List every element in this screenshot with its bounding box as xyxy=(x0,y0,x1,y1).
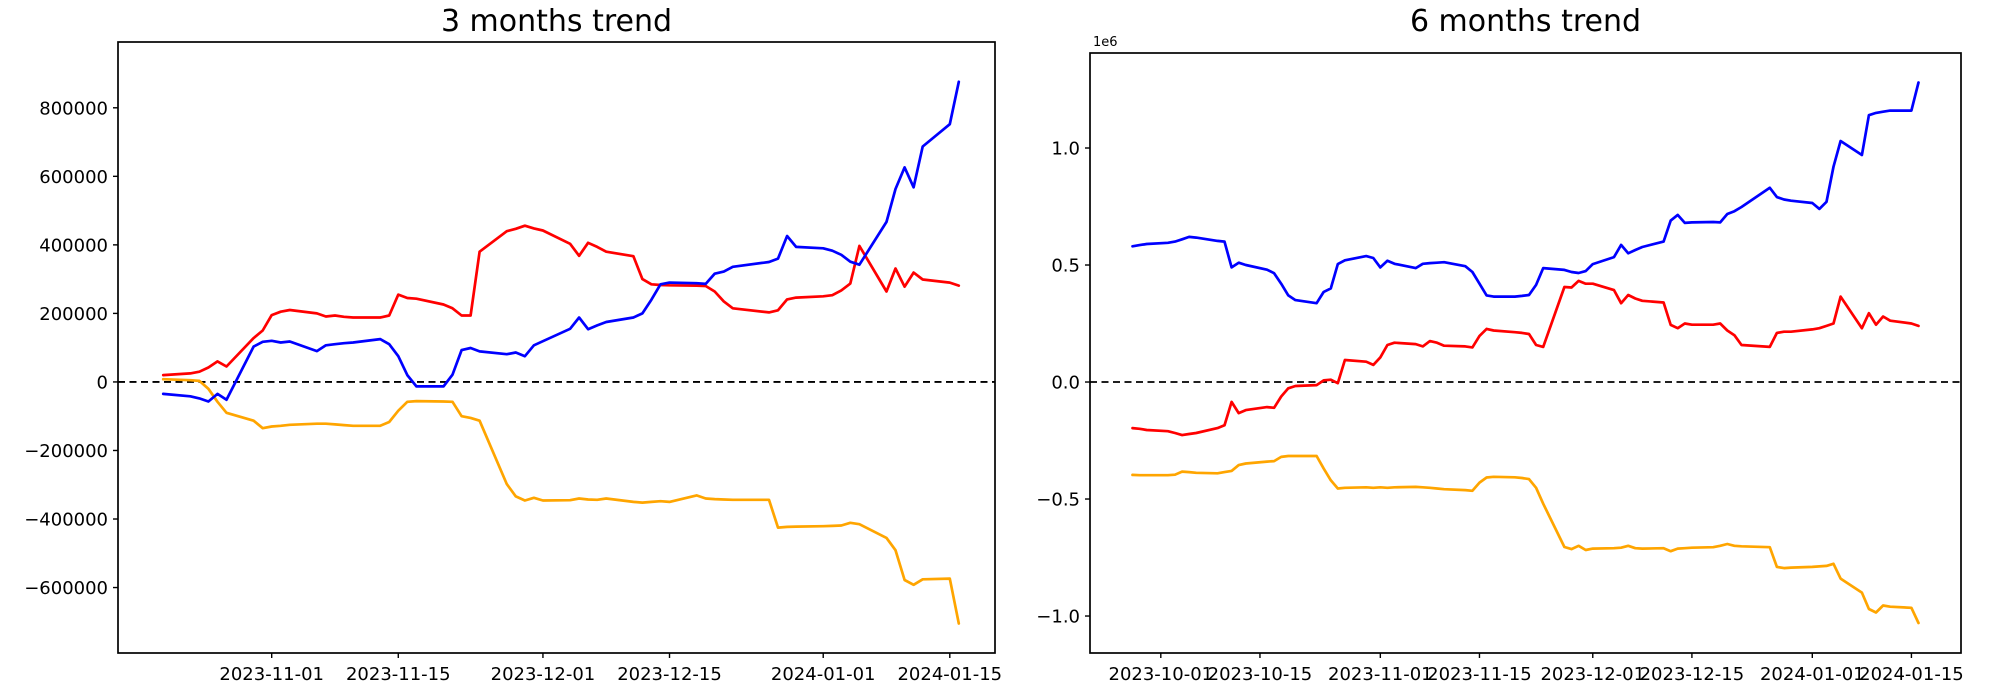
left-chart-y-tick-label: 0 xyxy=(97,372,108,393)
right-chart-line-orange xyxy=(1131,454,1920,625)
right-chart-axes xyxy=(1089,52,1962,654)
left-chart-y-tick-label: 600000 xyxy=(39,167,108,188)
left-chart-x-tick-label: 2023-11-15 xyxy=(346,664,451,685)
left-chart-x-tick-label: 2023-11-01 xyxy=(219,664,324,685)
right-chart-x-tick-label: 2023-10-15 xyxy=(1208,664,1313,685)
right-chart-y-tick-label: 0.0 xyxy=(1051,373,1080,394)
right-chart-x-tick-label: 2023-10-01 xyxy=(1109,664,1214,685)
left-chart-x-tick-label: 2024-01-01 xyxy=(771,664,876,685)
right-chart-title: 6 months trend xyxy=(1409,4,1642,39)
left-chart-y-tick-label: −400000 xyxy=(24,510,108,531)
right-chart-x-tick-label: 2023-12-01 xyxy=(1540,664,1645,685)
right-chart-x-tick-label: 2024-01-01 xyxy=(1760,664,1865,685)
left-chart-axes xyxy=(117,41,996,654)
left-chart-x-tick-label: 2024-01-15 xyxy=(897,664,1002,685)
right-chart-x-tick-label: 2023-12-15 xyxy=(1640,664,1745,685)
right-chart-y-tick-label: 1.0 xyxy=(1051,139,1080,160)
right-chart-y-tick-label: −1.0 xyxy=(1036,607,1080,628)
left-chart-title: 3 months trend xyxy=(440,4,673,39)
right-chart-x-tick-label: 2023-11-01 xyxy=(1328,664,1433,685)
right-chart-line-red xyxy=(1131,279,1920,437)
left-chart-line-red xyxy=(161,224,961,377)
right-chart-y-tick-label: −0.5 xyxy=(1036,490,1080,511)
right-chart-y-tick-label: 0.5 xyxy=(1051,256,1080,277)
left-chart-y-tick-label: −200000 xyxy=(24,441,108,462)
right-chart-offset-label: 1e6 xyxy=(1093,35,1118,50)
left-chart-y-tick-label: −600000 xyxy=(24,578,108,599)
right-chart-line-blue xyxy=(1131,81,1920,305)
right-chart-x-tick-label: 2024-01-15 xyxy=(1859,664,1964,685)
left-chart-y-tick-label: 200000 xyxy=(39,304,108,325)
right-chart-x-tick-label: 2023-11-15 xyxy=(1427,664,1532,685)
left-chart-line-blue xyxy=(161,80,961,403)
left-chart-y-tick-label: 400000 xyxy=(39,235,108,256)
left-chart-x-tick-label: 2023-12-01 xyxy=(491,664,596,685)
left-chart-line-orange xyxy=(161,377,961,625)
left-chart-y-tick-label: 800000 xyxy=(39,98,108,119)
left-chart-x-tick-label: 2023-12-15 xyxy=(617,664,722,685)
